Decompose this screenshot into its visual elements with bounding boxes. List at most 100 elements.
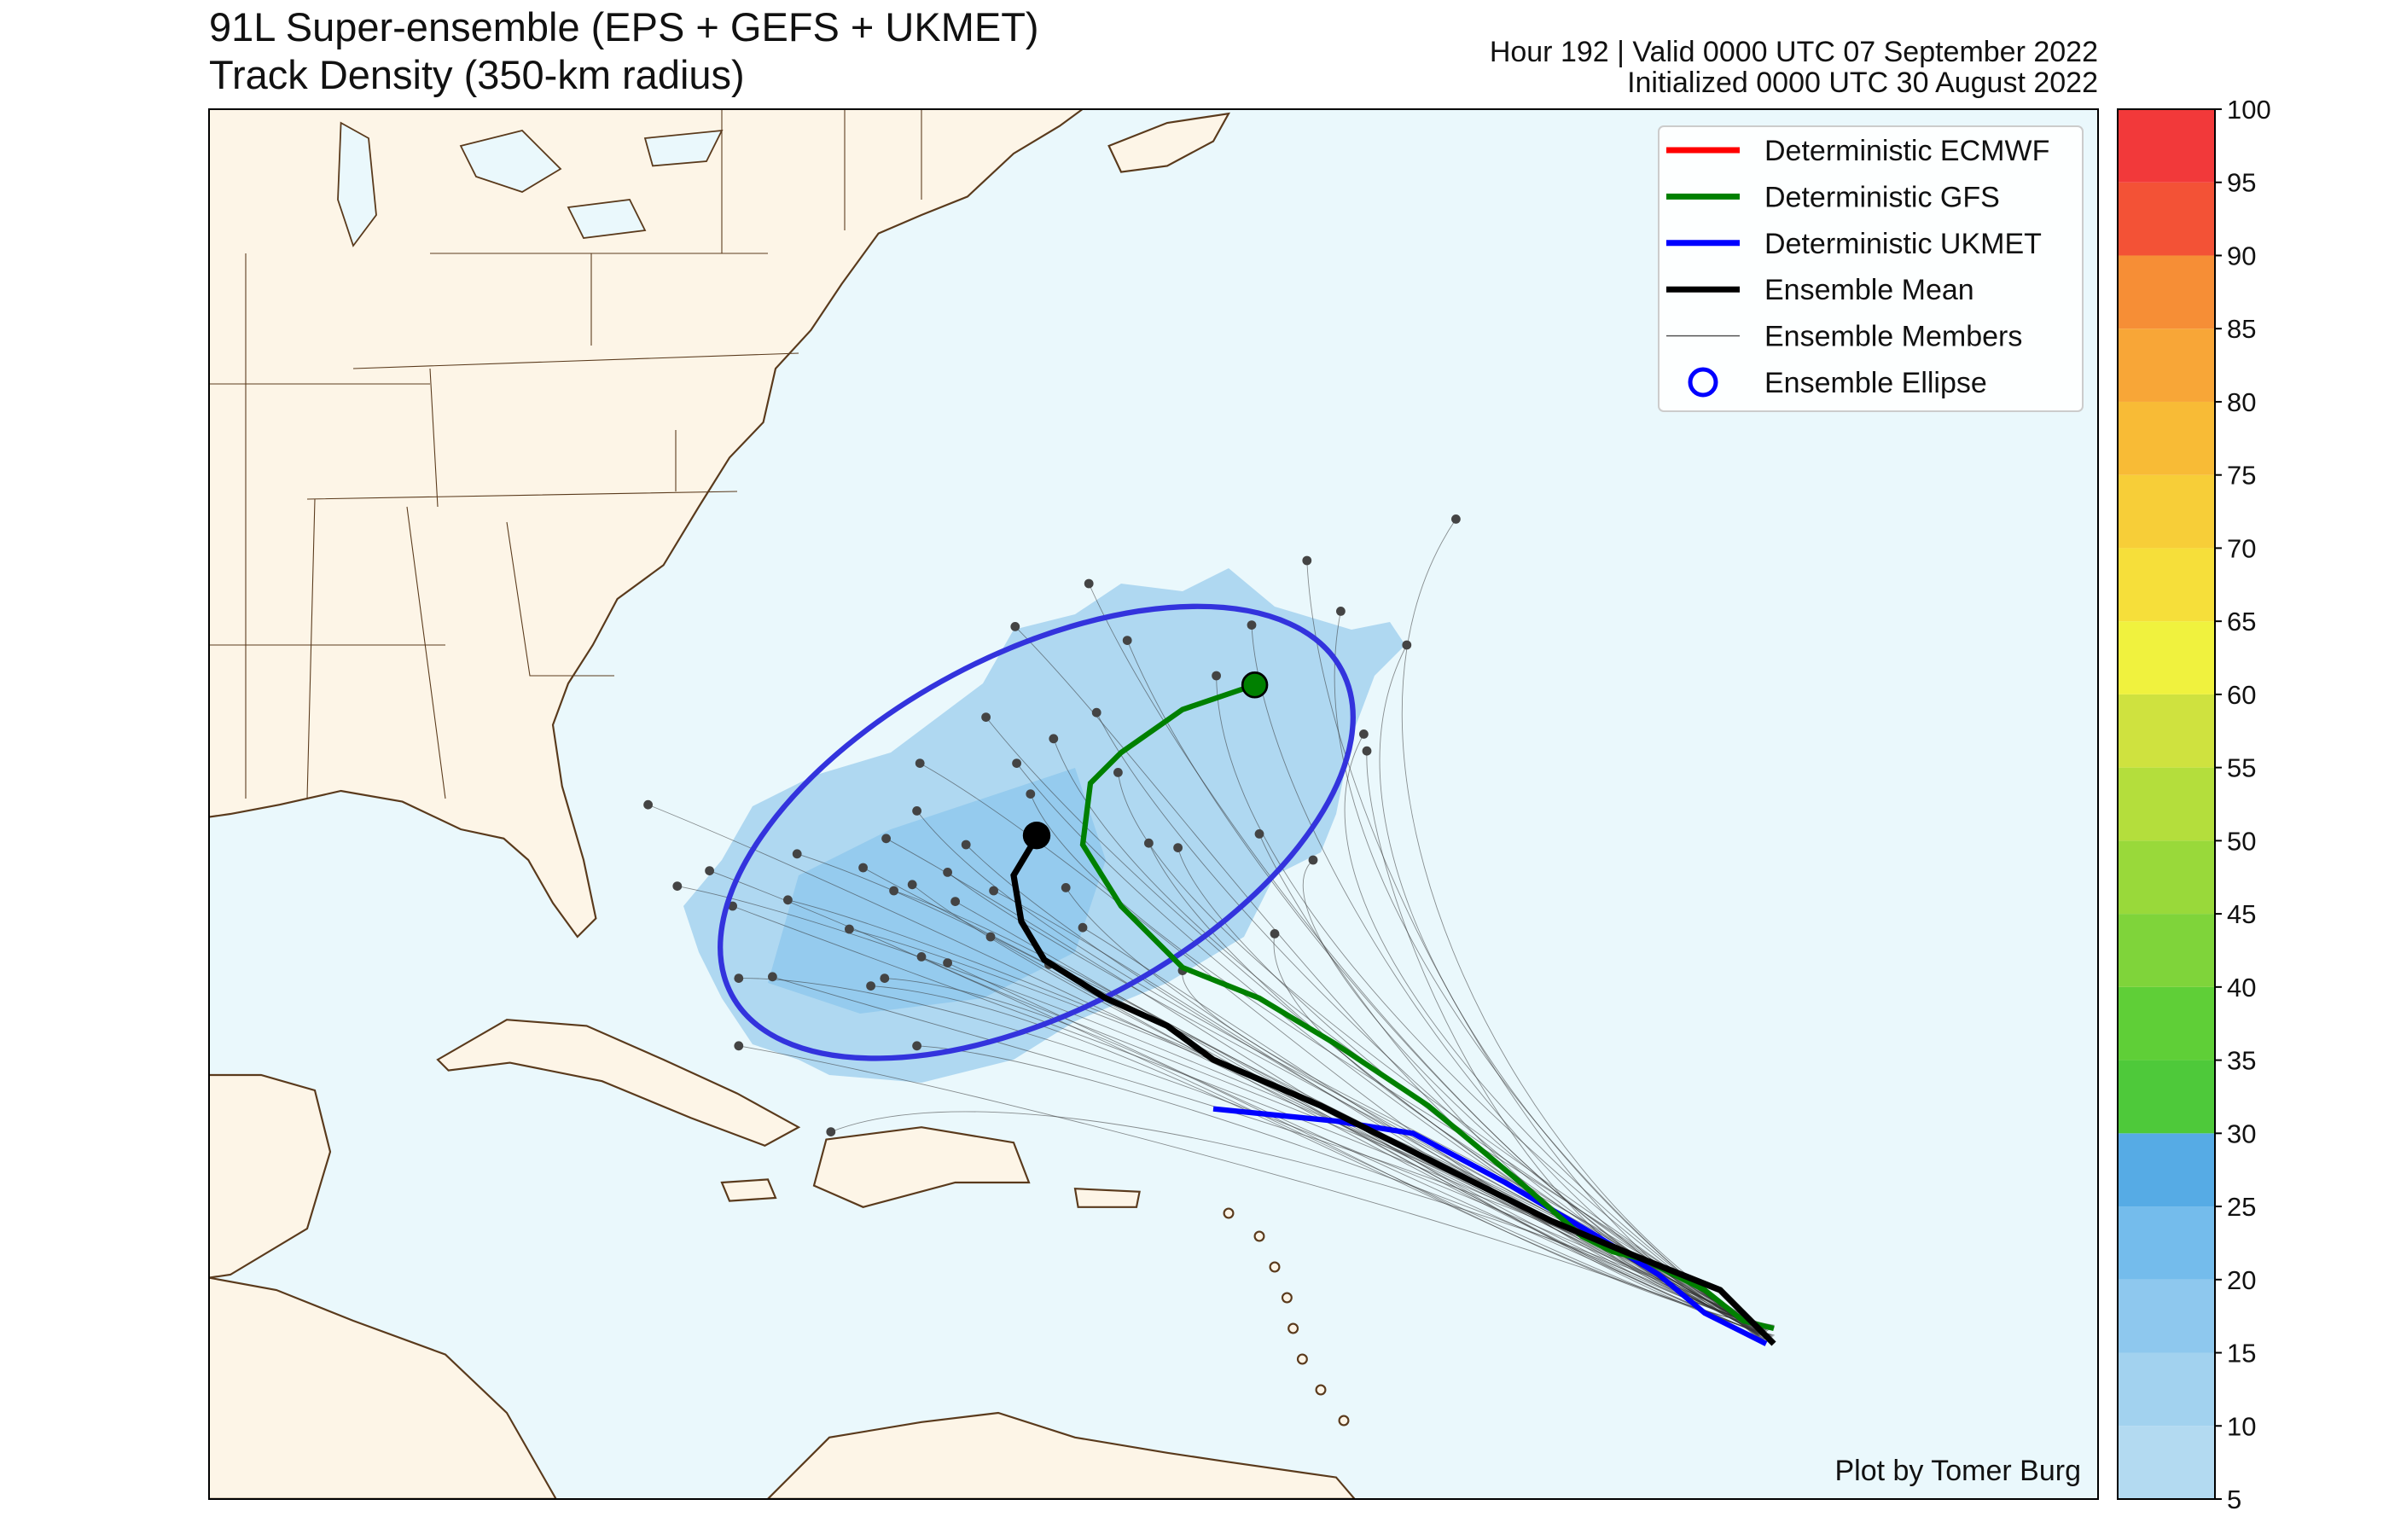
member-endpoint bbox=[1451, 514, 1461, 524]
hispaniola bbox=[812, 1126, 1031, 1208]
member-endpoint bbox=[1247, 620, 1257, 630]
colorbar-tick-label: 55 bbox=[2227, 753, 2256, 783]
member-endpoint bbox=[1308, 855, 1318, 865]
member-endpoint bbox=[916, 952, 927, 962]
legend-label: Deterministic ECMWF bbox=[1764, 135, 2049, 167]
member-track bbox=[993, 890, 1770, 1331]
colorbar-tick-label: 30 bbox=[2227, 1119, 2256, 1148]
legend-label: Ensemble Members bbox=[1764, 321, 2022, 353]
colorbar-bin bbox=[2118, 1279, 2215, 1353]
member-track bbox=[830, 1111, 1763, 1326]
member-endpoint bbox=[858, 863, 868, 873]
mean-track bbox=[1010, 835, 1776, 1346]
colorbar-bin bbox=[2118, 255, 2215, 329]
colorbar-bin bbox=[2118, 328, 2215, 402]
member-endpoint bbox=[705, 866, 714, 875]
colorbar-bin bbox=[2118, 1133, 2215, 1207]
member-track bbox=[1344, 734, 1760, 1334]
legend-items: Deterministic ECMWF Deterministic GFS Dete… bbox=[1666, 135, 2049, 399]
member-endpoint bbox=[1010, 622, 1020, 631]
member-endpoint bbox=[1173, 843, 1183, 852]
member-endpoint bbox=[734, 973, 744, 983]
colorbar-tick-label: 70 bbox=[2227, 533, 2256, 563]
member-endpoint bbox=[1084, 578, 1094, 589]
colorbar-tick-label: 5 bbox=[2227, 1485, 2241, 1514]
member-endpoint bbox=[989, 886, 998, 896]
gfs-endpoint bbox=[1241, 671, 1269, 699]
legend: Deterministic ECMWF Deterministic GFS Dete… bbox=[1658, 125, 2084, 412]
colorbar-frame bbox=[2117, 108, 2216, 1500]
colorbar-tick-label: 20 bbox=[2227, 1265, 2256, 1295]
colorbar-tick-label: 85 bbox=[2227, 314, 2256, 344]
central-america bbox=[208, 1276, 557, 1499]
member-endpoint bbox=[1091, 707, 1101, 718]
legend-label: Ensemble Mean bbox=[1764, 274, 1974, 306]
colorbar-bin bbox=[2118, 621, 2215, 694]
colorbar-bin bbox=[2118, 182, 2215, 256]
member-endpoint bbox=[912, 1041, 921, 1051]
credit: Plot by Tomer Burg bbox=[1834, 1455, 2081, 1487]
member-track bbox=[1030, 793, 1758, 1335]
colorbar-tick-label: 80 bbox=[2227, 387, 2256, 417]
member-endpoint bbox=[1144, 838, 1154, 848]
member-endpoint bbox=[912, 806, 921, 816]
member-endpoint bbox=[768, 972, 777, 982]
ensemble-ellipse bbox=[718, 603, 1356, 1061]
colorbar-tick-label: 75 bbox=[2227, 461, 2256, 491]
member-track bbox=[870, 985, 1774, 1329]
member-endpoint bbox=[1061, 883, 1071, 892]
member-endpoint bbox=[1212, 671, 1221, 681]
member-endpoint bbox=[981, 712, 991, 722]
member-endpoint bbox=[1078, 922, 1088, 933]
colorbar-bin bbox=[2118, 474, 2215, 549]
member-endpoint bbox=[943, 868, 952, 877]
legend-label: Ensemble Ellipse bbox=[1764, 367, 1987, 399]
south-america bbox=[766, 1411, 1357, 1499]
colorbar-bin bbox=[2118, 767, 2215, 841]
member-endpoint bbox=[1254, 829, 1264, 839]
member-track bbox=[947, 962, 1771, 1340]
member-endpoint bbox=[1026, 789, 1036, 799]
colorbar-tick-label: 40 bbox=[2227, 973, 2256, 1002]
colorbar-bin bbox=[2118, 986, 2215, 1061]
member-endpoint bbox=[866, 981, 875, 991]
member-endpoint bbox=[881, 834, 891, 844]
colorbar-bin bbox=[2118, 694, 2215, 768]
nova-scotia bbox=[1107, 112, 1231, 173]
colorbar-bin bbox=[2118, 1206, 2215, 1280]
member-track bbox=[1379, 644, 1761, 1333]
member-endpoint bbox=[961, 840, 971, 850]
puerto-rico bbox=[1073, 1188, 1141, 1208]
state-lines bbox=[208, 108, 922, 799]
colorbar-tick-label: 25 bbox=[2227, 1192, 2256, 1222]
north-america bbox=[208, 108, 1084, 939]
member-endpoint bbox=[643, 799, 653, 810]
member-endpoint bbox=[672, 881, 683, 891]
colorbar-bin bbox=[2118, 1352, 2215, 1427]
colorbar-tick-label: 90 bbox=[2227, 241, 2256, 270]
member-track bbox=[955, 901, 1773, 1338]
member-track bbox=[797, 853, 1771, 1329]
member-track bbox=[738, 978, 1764, 1325]
colorbar: 5 10 15 20 25 30 35 40 45 50 55 60 65 70 75 80 85 90 95 100 bbox=[2117, 95, 2271, 1514]
legend-label: Deterministic GFS bbox=[1764, 181, 2000, 213]
colorbar-tick-label: 60 bbox=[2227, 680, 2256, 710]
member-endpoint bbox=[915, 758, 925, 768]
lesser-antilles bbox=[1223, 1207, 1350, 1427]
member-endpoint bbox=[907, 880, 917, 890]
map-frame bbox=[208, 108, 2099, 1500]
colorbar-bin bbox=[2118, 840, 2215, 915]
member-endpoint bbox=[845, 924, 854, 934]
colorbar-bin bbox=[2118, 1426, 2215, 1499]
colorbar-bin bbox=[2118, 914, 2215, 987]
title: 91L Super-ensemble (EPS + GEFS + UKMET) bbox=[209, 4, 1039, 49]
member-endpoint bbox=[792, 849, 802, 859]
colorbar-bin bbox=[2118, 1060, 2215, 1134]
member-endpoint bbox=[889, 886, 898, 896]
legend-marker bbox=[1688, 367, 1718, 398]
legend-label: Deterministic UKMET bbox=[1764, 228, 2042, 260]
init-time: Initialized 0000 UTC 30 August 2022 bbox=[1627, 67, 2098, 99]
colorbar-tick-label: 95 bbox=[2227, 168, 2256, 198]
subtitle: Track Density (350-km radius) bbox=[209, 52, 745, 97]
